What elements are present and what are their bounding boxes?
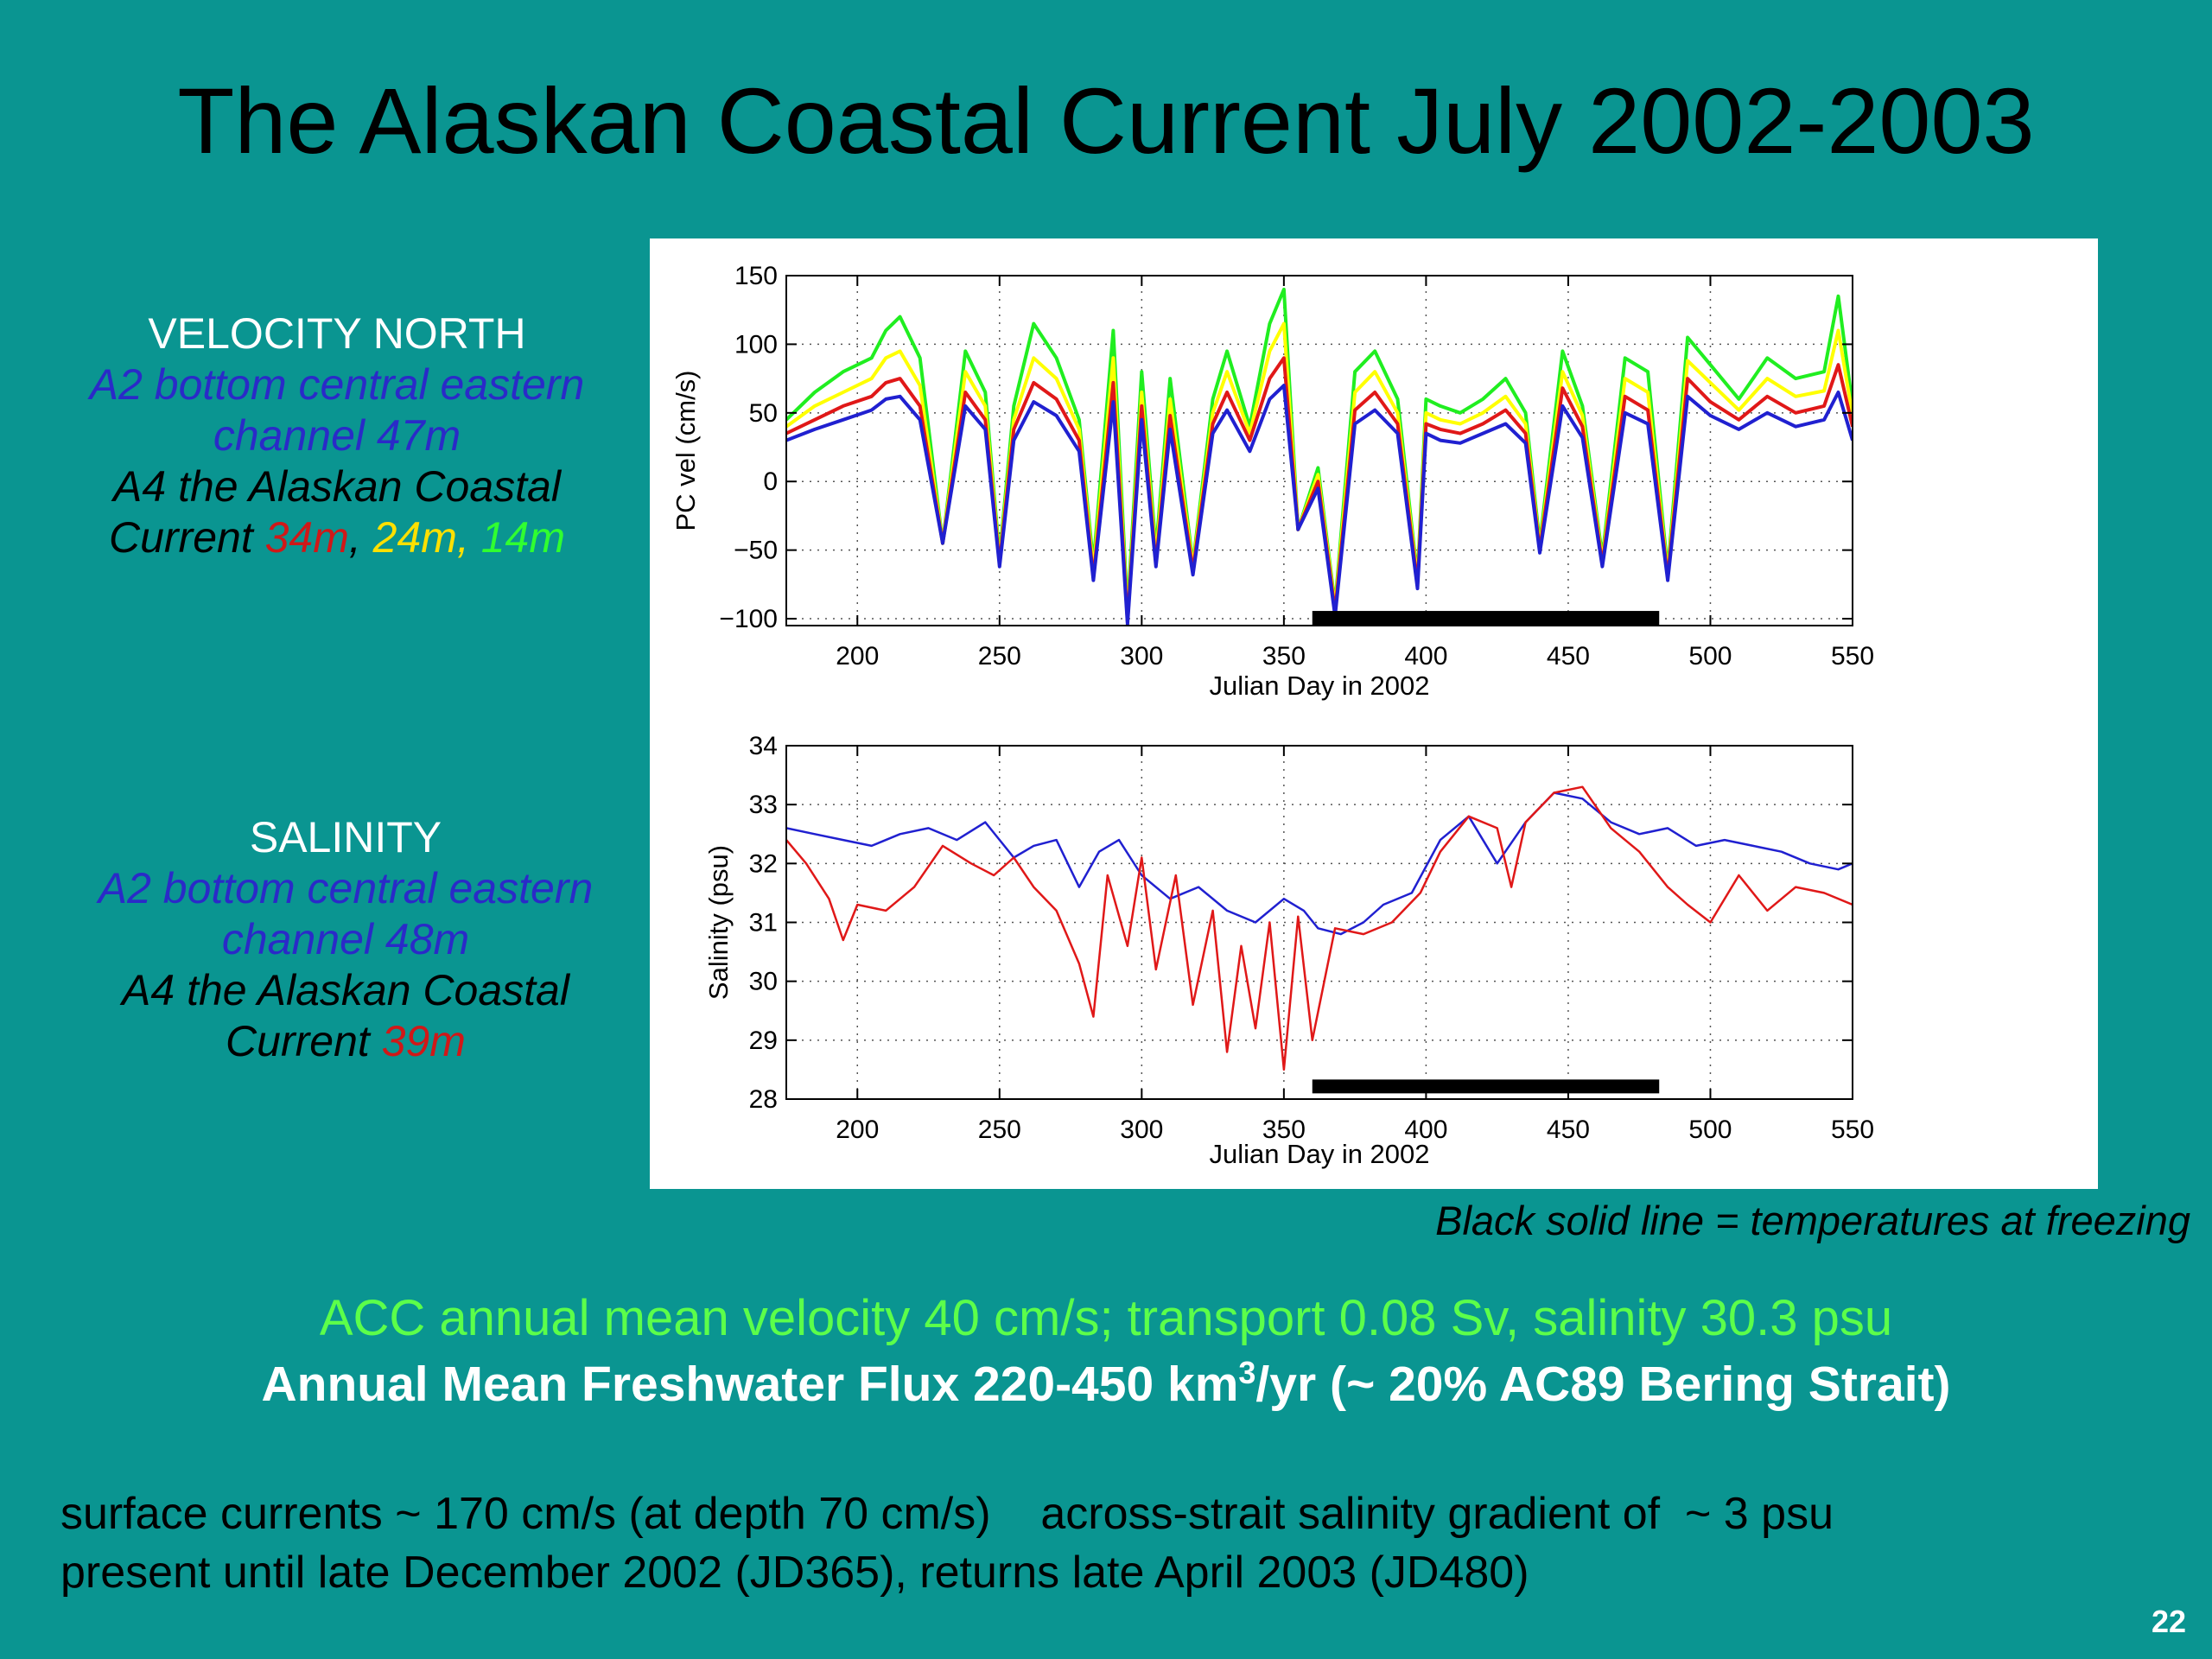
x-tick-label: 450 [1547, 642, 1590, 671]
flux-superscript: 3 [1238, 1355, 1256, 1390]
y-tick-label: 0 [763, 467, 778, 496]
y-tick-label: 33 [749, 791, 778, 819]
freeze-note: Black solid line = temperatures at freez… [1435, 1198, 2190, 1243]
salinity-a4-line4: Current 39m [60, 1016, 631, 1067]
x-tick-label: 200 [836, 642, 879, 671]
bottom-line-1: surface currents ~ 170 cm/s (at depth 70… [60, 1489, 1834, 1539]
series-group [786, 785, 1853, 1071]
y-tick-label: 32 [749, 849, 778, 878]
y-tick-label: −50 [734, 537, 778, 565]
freezing-bar [1312, 1079, 1660, 1094]
x-tick-label: 550 [1831, 1116, 1874, 1144]
flux-suffix: /yr (~ 20% AC89 Bering Strait) [1255, 1357, 1951, 1412]
x-tick-label: 300 [1120, 1116, 1163, 1144]
y-tick-label: 100 [734, 330, 778, 359]
velocity-a4-line4: Current 34m, 24m, 14m [52, 512, 622, 563]
series-line-1 [786, 791, 1853, 936]
velocity-a2-line1: A2 bottom central eastern [89, 360, 585, 409]
velocity-legend: VELOCITY NORTH A2 bottom central eastern… [52, 308, 622, 563]
y-tick-label: −100 [719, 605, 778, 633]
x-axis-label: Julian Day in 2002 [1209, 1139, 1429, 1169]
bottom-line-2: present until late December 2002 (JD365)… [60, 1548, 1529, 1598]
chart-panel: 200 250 300 350 400 450 500 550 −100 −50 0 50 100 150… [650, 238, 2098, 1189]
plot-frame [785, 275, 1853, 626]
series-line-2 [786, 785, 1853, 1071]
freezing-bar [1312, 611, 1660, 626]
velocity-depth-24m: 24m [372, 513, 457, 562]
x-tick-label: 350 [1262, 1116, 1306, 1144]
velocity-depth-14m: 14m [480, 513, 565, 562]
x-tick-label: 450 [1547, 1116, 1590, 1144]
y-tick-label: 28 [749, 1085, 778, 1114]
velocity-sep1: , [348, 513, 373, 562]
x-tick-label: 350 [1262, 642, 1306, 671]
salinity-legend: SALINITY A2 bottom central eastern chann… [60, 812, 631, 1067]
y-axis-label: PC vel (cm/s) [671, 371, 701, 531]
velocity-a2-line2: channel 47m [213, 411, 461, 460]
x-tick-label: 500 [1688, 1116, 1732, 1144]
series-line-1 [786, 287, 1853, 614]
y-axis-label: Salinity (psu) [703, 845, 734, 1000]
salinity-a2-line2: channel 48m [221, 915, 470, 963]
salinity-legend-heading: SALINITY [249, 813, 442, 861]
salinity-depth-39m: 39m [381, 1017, 466, 1065]
slide-title: The Alaskan Coastal Current July 2002-20… [177, 68, 2035, 173]
velocity-depth-34m: 34m [264, 513, 349, 562]
y-tick-label: 30 [749, 968, 778, 996]
velocity-a4-line3: A4 the Alaskan Coastal [113, 462, 561, 511]
x-tick-label: 500 [1688, 642, 1732, 671]
series-line-4 [786, 384, 1853, 626]
y-tick-label: 34 [749, 732, 778, 760]
plot-frame [785, 745, 1853, 1100]
velocity-a4-current-label: Current [108, 513, 265, 562]
acc-summary-line: ACC annual mean velocity 40 cm/s; transp… [319, 1290, 1893, 1346]
y-tick-label: 31 [749, 909, 778, 938]
chart-1: 200 250 300 350 400 450 500 550 −100 −50 0 50 100 150… [671, 262, 1874, 701]
x-axis-label: Julian Day in 2002 [1209, 671, 1429, 701]
x-tick-label: 250 [978, 1116, 1021, 1144]
x-tick-label: 400 [1404, 1116, 1447, 1144]
chart-2: 200 250 300 350 400 450 500 550 28 29 30 31 32 33 34 Ju… [703, 732, 1874, 1169]
x-tick-label: 400 [1404, 642, 1447, 671]
page-number: 22 [2151, 1604, 2186, 1639]
y-tick-label: 29 [749, 1027, 778, 1055]
velocity-sep2: , [456, 513, 481, 562]
series-group [786, 287, 1853, 626]
x-tick-label: 250 [978, 642, 1021, 671]
y-tick-label: 150 [734, 262, 778, 290]
velocity-legend-heading: VELOCITY NORTH [148, 309, 526, 358]
x-tick-label: 550 [1831, 642, 1874, 671]
flux-prefix: Annual Mean Freshwater Flux 220-450 km [261, 1357, 1239, 1412]
y-tick-label: 50 [749, 399, 778, 428]
salinity-a2-line1: A2 bottom central eastern [98, 864, 594, 912]
freshwater-flux-line: Annual Mean Freshwater Flux 220-450 km3/… [0, 1355, 2212, 1413]
charts-svg: 200 250 300 350 400 450 500 550 −100 −50 0 50 100 150… [671, 262, 1874, 1169]
salinity-a4-line3: A4 the Alaskan Coastal [122, 966, 569, 1014]
salinity-a4-current-label: Current [226, 1017, 382, 1065]
x-tick-label: 300 [1120, 642, 1163, 671]
x-tick-label: 200 [836, 1116, 879, 1144]
